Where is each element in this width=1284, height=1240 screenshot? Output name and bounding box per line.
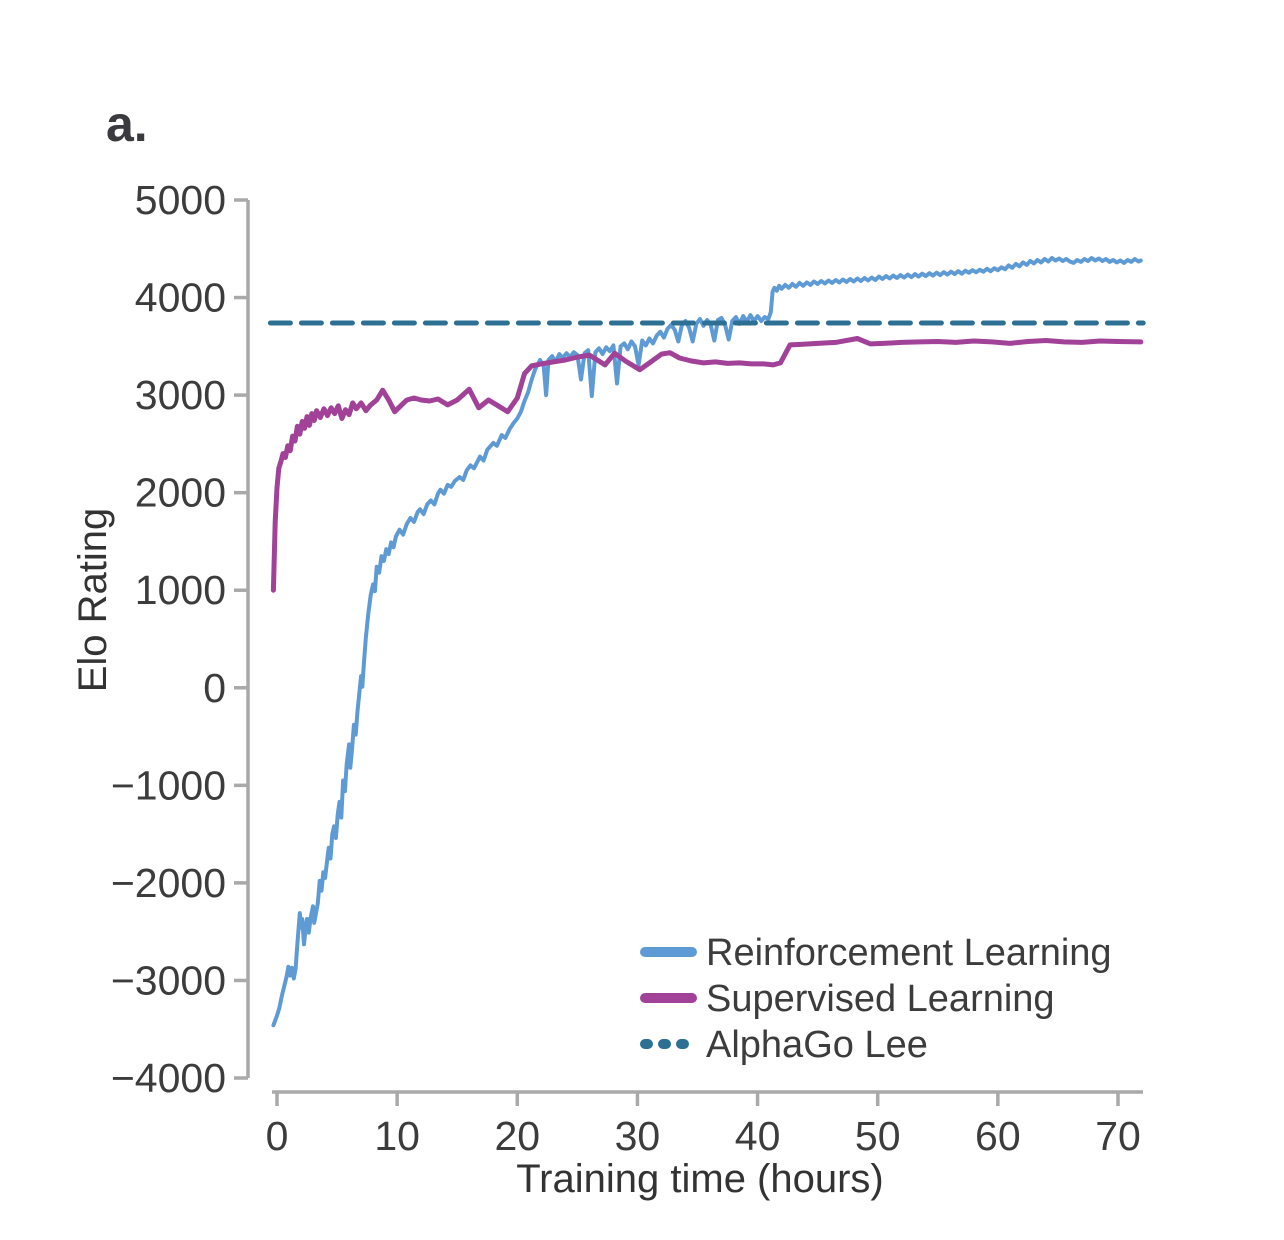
- y-tick-label: 0: [203, 665, 226, 711]
- y-tick-label: 5000: [135, 177, 226, 223]
- y-tick-label: 2000: [135, 470, 226, 516]
- y-tick-label: −3000: [111, 957, 226, 1003]
- x-tick-label: 40: [735, 1113, 781, 1159]
- x-tick-label: 30: [615, 1113, 661, 1159]
- plot-area: [267, 256, 1146, 1028]
- legend-label-supervised-learning: Supervised Learning: [706, 978, 1055, 1020]
- y-tick-label: −1000: [111, 762, 226, 808]
- x-tick-label: 20: [494, 1113, 540, 1159]
- x-tick-label: 70: [1095, 1113, 1141, 1159]
- series-line-supervised-learning: [270, 336, 1144, 593]
- y-tick-label: −4000: [111, 1055, 226, 1101]
- legend-label-alphago-lee: AlphaGo Lee: [706, 1024, 928, 1066]
- x-axis-title: Training time (hours): [516, 1157, 884, 1201]
- x-tick-label: 0: [266, 1113, 289, 1159]
- y-tick-label: 3000: [135, 372, 226, 418]
- y-axis-title: Elo Rating: [71, 508, 115, 693]
- y-tick-label: −2000: [111, 860, 226, 906]
- y-tick-label: 4000: [135, 275, 226, 321]
- series-line-reinforcement-learning: [271, 256, 1143, 1028]
- x-tick-label: 50: [855, 1113, 901, 1159]
- y-tick-label: 1000: [135, 567, 226, 613]
- legend-label-reinforcement-learning: Reinforcement Learning: [706, 932, 1112, 974]
- axes: 5000 4000 3000 2000 1000 0 −1000 −2000 −3000 −400…: [111, 177, 1143, 1159]
- panel-label: a.: [106, 96, 148, 152]
- x-tick-label: 10: [374, 1113, 420, 1159]
- x-tick-label: 60: [975, 1113, 1021, 1159]
